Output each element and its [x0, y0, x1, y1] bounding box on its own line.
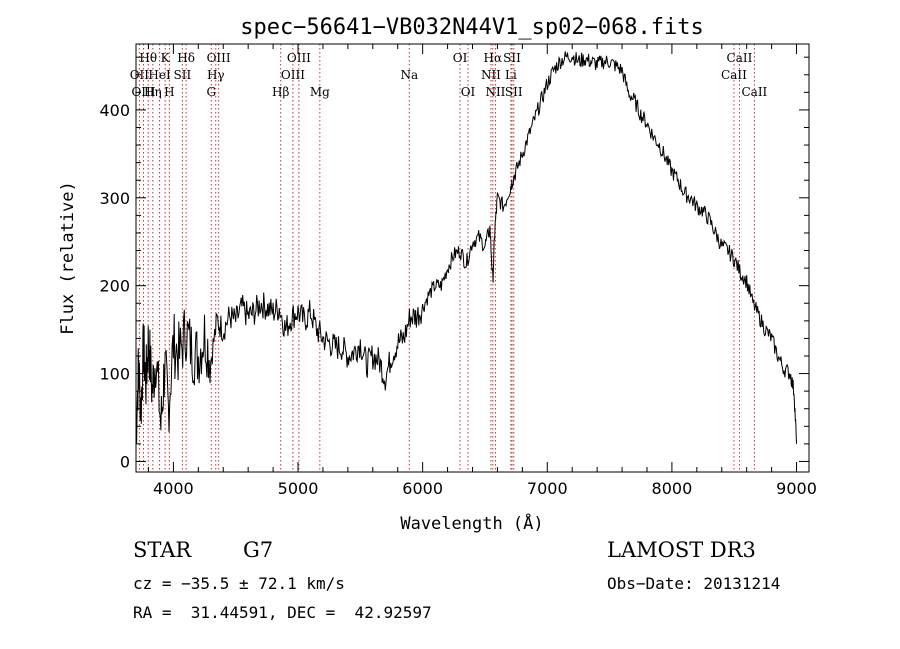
- emission-line-label: Hβ: [272, 85, 289, 99]
- x-tick-label: 7000: [527, 479, 568, 498]
- x-tick-label: 9000: [776, 479, 817, 498]
- emission-line-label: NII: [485, 85, 505, 99]
- emission-line-label: Hη: [144, 85, 162, 99]
- emission-line-label: CaII: [727, 51, 753, 65]
- emission-line-label: OI: [453, 51, 468, 65]
- emission-line-label: SII: [174, 68, 192, 82]
- x-tick-label: 8000: [652, 479, 693, 498]
- emission-line-label: Hδ: [177, 51, 195, 65]
- emission-line-label: SII: [505, 85, 523, 99]
- emission-line-label: Hθ: [139, 51, 157, 65]
- emission-line-label: Li: [505, 68, 517, 82]
- observation-date: Obs−Date: 20131214: [607, 574, 781, 593]
- survey-name: LAMOST DR3: [607, 538, 756, 562]
- sky-coordinates: RA = 31.44591, DEC = 42.92597: [133, 603, 432, 622]
- emission-line-label: Na: [400, 68, 418, 82]
- emission-line-label: HeI: [148, 68, 171, 82]
- spectral-subclass: G7: [243, 538, 274, 562]
- y-tick-label: 400: [99, 101, 130, 120]
- emission-line-label: SII: [503, 51, 521, 65]
- spectrum-chart: spec−56641−VB032N44V1_sp02−068.fits Hθ OI…: [58, 15, 817, 534]
- spectrum-line: [135, 51, 797, 444]
- x-axis-label: Wavelength (Å): [400, 512, 543, 534]
- emission-line-label: CaII: [721, 68, 747, 82]
- x-tick-label: 4000: [153, 479, 194, 498]
- chart-title: spec−56641−VB032N44V1_sp02−068.fits: [240, 15, 704, 40]
- emission-line-label: OIII: [131, 85, 155, 99]
- spectrum-series: [135, 51, 797, 444]
- emission-line-label: Hγ: [207, 68, 225, 82]
- y-axis-ticks: 0 100 200 300 400: [99, 56, 809, 471]
- redshift-velocity: cz = −35.5 ± 72.1 km/s: [133, 574, 345, 593]
- emission-line-label: G: [206, 85, 216, 99]
- emission-line-label: NII: [481, 68, 501, 82]
- emission-line-label: OIII: [281, 68, 305, 82]
- x-tick-label: 5000: [278, 479, 319, 498]
- y-tick-label: 0: [120, 452, 130, 471]
- plot-frame: [135, 43, 810, 473]
- x-axis-ticks: 4000 5000 6000 7000 8000 9000: [147, 44, 817, 498]
- x-tick-label: 6000: [402, 479, 443, 498]
- emission-line-label: Mg: [310, 85, 330, 99]
- y-axis-label: Flux (relative): [58, 181, 78, 335]
- emission-line-label: OIII: [287, 51, 311, 65]
- y-tick-label: 100: [99, 365, 130, 384]
- emission-line-label: Hα: [484, 51, 503, 65]
- emission-line-label: H: [164, 85, 174, 99]
- emission-line-markers: [138, 44, 755, 472]
- y-tick-label: 200: [99, 277, 130, 296]
- object-type: STAR: [133, 538, 192, 562]
- emission-line-label: OI: [461, 85, 476, 99]
- emission-line-label: CaII: [741, 85, 767, 99]
- emission-line-label: K: [161, 51, 171, 65]
- emission-line-label: OIII: [207, 51, 231, 65]
- y-tick-label: 300: [99, 189, 130, 208]
